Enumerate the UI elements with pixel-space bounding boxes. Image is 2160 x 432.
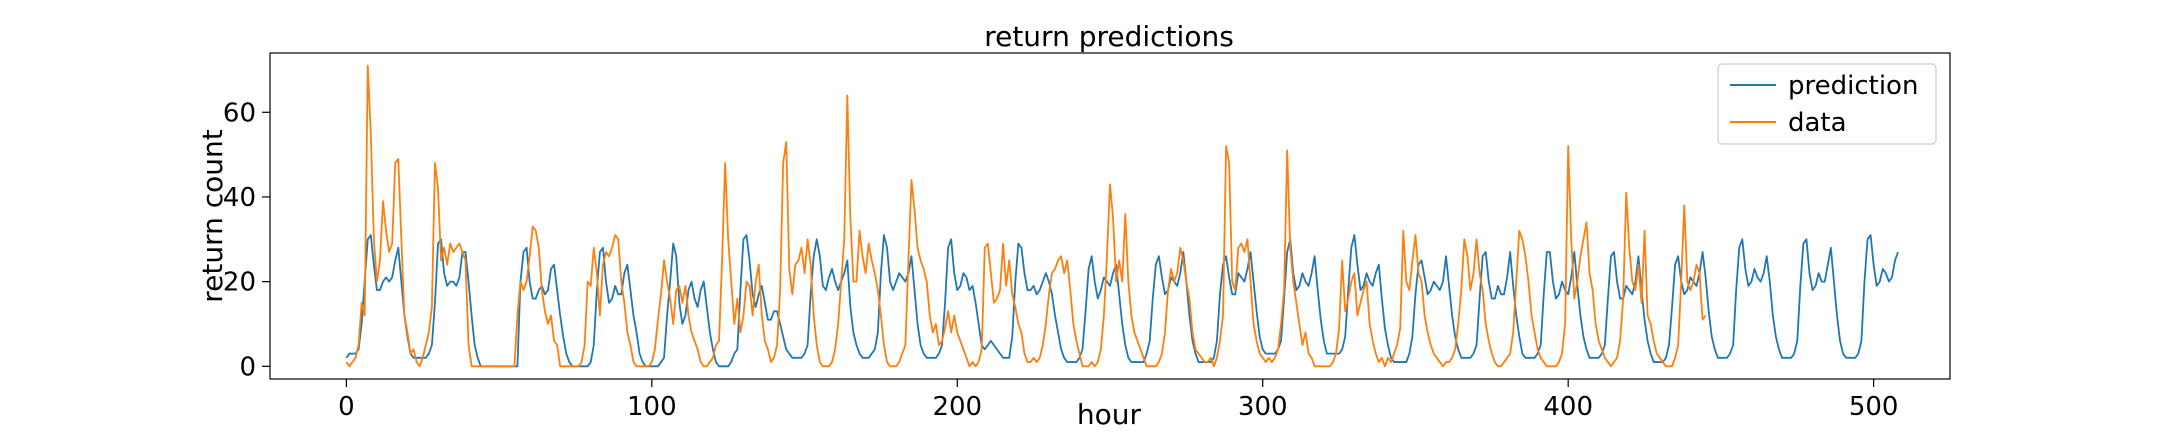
- plot-lines: [345, 64, 1899, 368]
- y-axis-label: return count: [196, 129, 229, 303]
- y-tick-label: 40: [223, 183, 256, 213]
- x-axis-label: hour: [1077, 398, 1142, 431]
- y-axis: 0 20 40 60: [223, 98, 270, 382]
- x-axis: 0 100 200 300 400 500: [338, 379, 1898, 422]
- legend: prediction data: [1717, 63, 1937, 145]
- chart-title: return predictions: [984, 20, 1234, 53]
- x-tick-label: 0: [338, 392, 355, 422]
- legend-label-prediction: prediction: [1788, 71, 1918, 101]
- series-line-prediction: [345, 234, 1899, 368]
- legend-label-data: data: [1788, 108, 1847, 138]
- plot-frame: [269, 52, 1951, 380]
- x-tick-label: 400: [1543, 392, 1593, 422]
- x-tick-label: 100: [627, 392, 677, 422]
- x-tick-label: 200: [932, 392, 982, 422]
- series-line-data: [345, 64, 1707, 368]
- y-tick-label: 60: [223, 98, 256, 128]
- y-tick-label: 0: [239, 352, 256, 382]
- x-tick-label: 300: [1238, 392, 1288, 422]
- y-tick-label: 20: [223, 268, 256, 298]
- x-tick-label: 500: [1849, 392, 1899, 422]
